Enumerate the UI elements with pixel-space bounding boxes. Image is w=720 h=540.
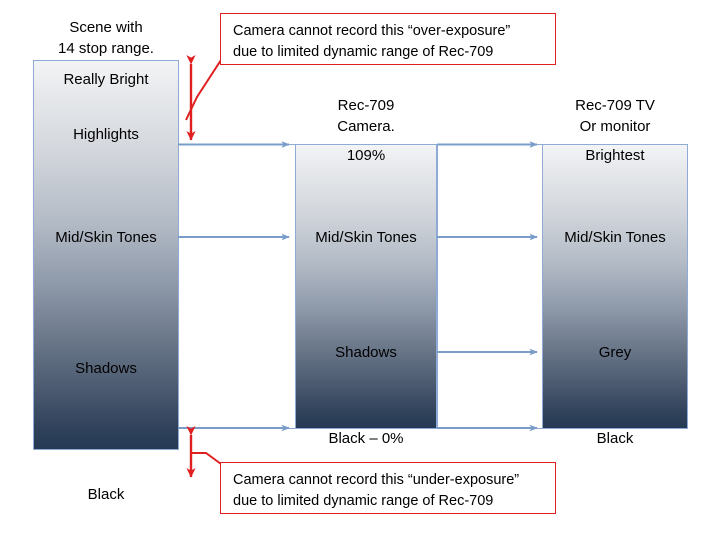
display-column-heading: Rec-709 TV Or monitor (575, 97, 655, 135)
camera-to-display-connector-box (437, 144, 543, 429)
display-gradient-bar (542, 144, 688, 429)
callout-under-exposure: Camera cannot record this “under-exposur… (220, 462, 556, 514)
display-label-mid-skin-tones: Mid/Skin Tones (564, 229, 666, 246)
over-exposure-callout-leader (185, 59, 222, 121)
camera-footer-black-0-percent: Black – 0% (328, 430, 404, 447)
scene-label-shadows: Shadows (75, 360, 137, 377)
callout-over-exposure: Camera cannot record this “over-exposure… (220, 13, 556, 65)
scene-label-highlights: Highlights (73, 126, 139, 143)
scene-to-camera-connector-box (178, 144, 296, 429)
display-footer-black: Black (596, 430, 634, 447)
scene-label-really-bright: Really Bright (63, 71, 149, 88)
display-label-brightest: Brightest (585, 147, 645, 164)
scene-gradient-bar (33, 60, 179, 450)
camera-column-heading: Rec-709 Camera. (337, 97, 395, 135)
camera-gradient-bar (295, 144, 437, 429)
display-label-grey: Grey (598, 344, 632, 361)
under-exposure-callout-leader (191, 452, 222, 465)
camera-label-shadows: Shadows (335, 344, 397, 361)
scene-footer-black: Black (87, 486, 125, 503)
scene-column-heading: Scene with 14 stop range. (58, 19, 154, 57)
camera-label-mid-skin-tones: Mid/Skin Tones (315, 229, 417, 246)
scene-label-mid-skin-tones: Mid/Skin Tones (55, 229, 157, 246)
camera-label-109-percent: 109% (346, 147, 386, 164)
